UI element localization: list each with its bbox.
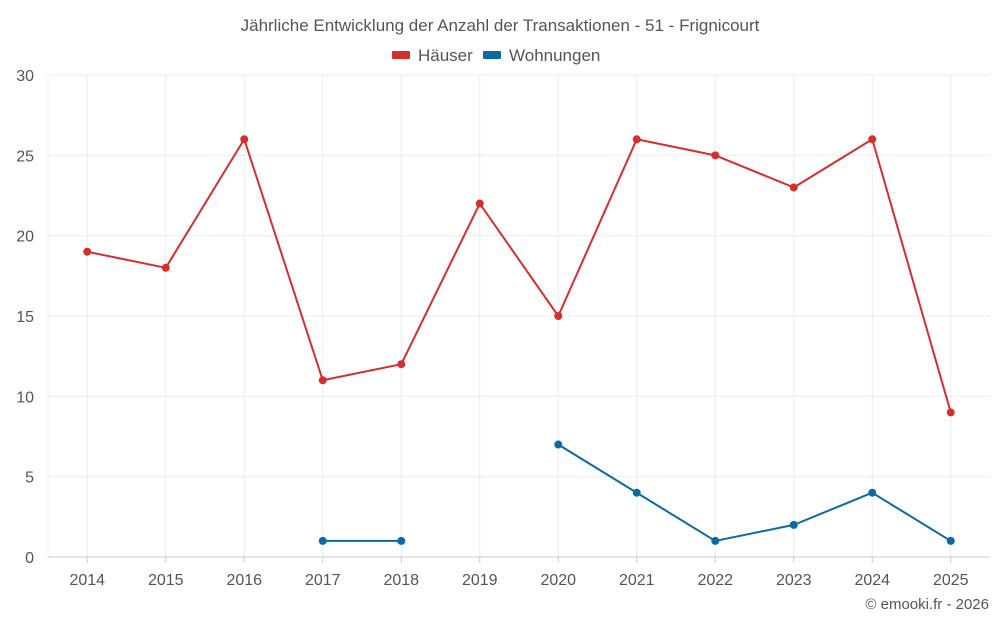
point-haeuser-2018: [397, 360, 406, 369]
x-tick-label-2018: 2018: [383, 572, 419, 589]
x-tick-label-2019: 2019: [462, 572, 498, 589]
series-haeuser: [83, 135, 955, 417]
legend-swatch-wohnungen: [483, 51, 501, 59]
x-tick-label-2017: 2017: [305, 572, 341, 589]
point-haeuser-2024: [868, 135, 877, 144]
point-haeuser-2017: [318, 376, 327, 385]
point-wohnungen-2023: [789, 520, 798, 529]
chart-title: Jährliche Entwicklung der Anzahl der Tra…: [241, 16, 760, 35]
point-wohnungen-2017: [318, 536, 327, 545]
legend-swatch-haeuser: [392, 51, 410, 59]
y-tick-label-10: 10: [16, 389, 34, 406]
legend: Häuser Wohnungen: [392, 46, 600, 65]
series-line-haeuser-0: [87, 138, 952, 413]
point-wohnungen-2024: [868, 488, 877, 497]
point-wohnungen-2021: [632, 488, 641, 497]
legend-label-wohnungen: Wohnungen: [509, 46, 600, 65]
point-haeuser-2023: [789, 183, 798, 192]
credit-text: © emooki.fr - 2026: [865, 596, 989, 613]
x-tick-label-2014: 2014: [69, 572, 105, 589]
grid: [47, 74, 990, 557]
point-wohnungen-2025: [946, 536, 955, 545]
point-haeuser-2016: [240, 135, 249, 144]
x-tick-label-2022: 2022: [697, 572, 733, 589]
y-tick-label-25: 25: [16, 148, 34, 165]
y-tick-label-0: 0: [25, 550, 34, 567]
point-haeuser-2015: [161, 263, 170, 272]
legend-label-haeuser: Häuser: [418, 46, 473, 65]
x-tick-label-2025: 2025: [933, 572, 969, 589]
point-wohnungen-2018: [397, 536, 406, 545]
point-haeuser-2022: [711, 151, 720, 160]
x-tick-label-2020: 2020: [540, 572, 576, 589]
point-haeuser-2025: [946, 408, 955, 417]
point-haeuser-2019: [475, 199, 484, 208]
x-tick-label-2015: 2015: [148, 572, 184, 589]
point-haeuser-2021: [632, 135, 641, 144]
x-tick-label-2016: 2016: [226, 572, 262, 589]
point-haeuser-2014: [83, 247, 92, 256]
x-tick-label-2023: 2023: [776, 572, 812, 589]
point-haeuser-2020: [554, 312, 563, 320]
series: [83, 135, 955, 545]
point-wohnungen-2022: [711, 536, 720, 545]
y-tick-label-30: 30: [16, 68, 34, 85]
y-tick-label-5: 5: [25, 470, 34, 487]
y-tick-label-15: 15: [16, 309, 34, 326]
x-tick-label-2024: 2024: [854, 572, 890, 589]
series-line-wohnungen-1: [557, 443, 952, 542]
y-tick-label-20: 20: [16, 229, 34, 246]
series-wohnungen: [318, 440, 955, 545]
point-wohnungen-2020: [554, 440, 563, 449]
x-tick-label-2021: 2021: [619, 572, 655, 589]
